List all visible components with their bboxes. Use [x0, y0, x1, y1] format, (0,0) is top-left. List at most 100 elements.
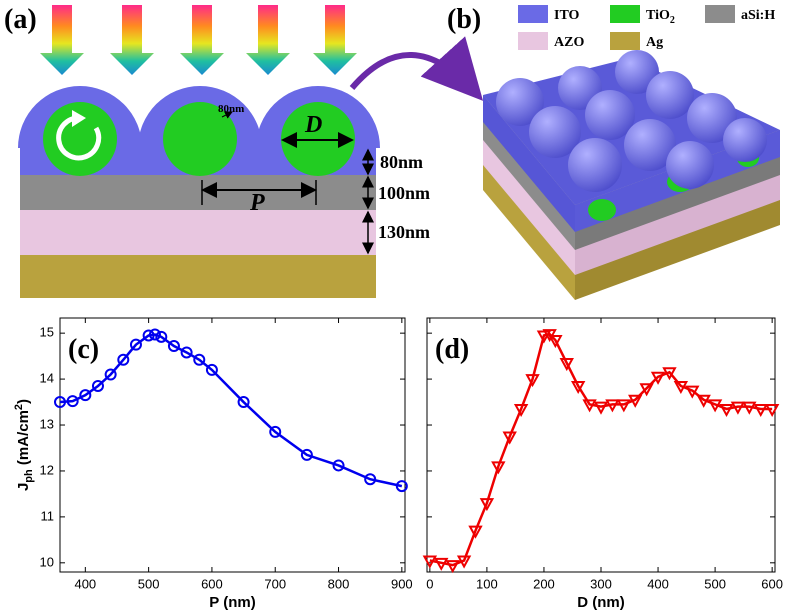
x-tick-label: 0	[426, 576, 433, 591]
data-point	[468, 525, 483, 539]
data-point	[434, 557, 449, 571]
data-point	[54, 396, 66, 409]
data-point	[548, 335, 563, 349]
legend-label: AZO	[554, 35, 584, 50]
panel-label: (d)	[435, 334, 469, 365]
tio2-sphere	[163, 102, 237, 176]
x-axis-label: D (nm)	[577, 594, 625, 611]
data-point	[129, 338, 142, 351]
data-point	[180, 346, 193, 359]
gap-label: 80nm	[218, 103, 244, 115]
x-tick-label: 600	[201, 576, 223, 591]
data-point	[559, 358, 574, 372]
x-tick-label: 200	[533, 576, 555, 591]
data-point	[707, 399, 723, 413]
data-point	[764, 403, 780, 418]
legend-text: AZO	[554, 35, 584, 50]
thickness-label: 130nm	[378, 222, 430, 242]
thickness-label: 100nm	[378, 183, 430, 203]
y-tick-label: 13	[40, 416, 54, 431]
y-axis-label: Jph (mA/cm2)	[13, 399, 35, 491]
data-point	[525, 374, 540, 388]
data-point	[364, 473, 377, 486]
legend-swatch	[518, 5, 548, 23]
data-point	[605, 399, 620, 413]
y-tick-label: 14	[40, 371, 54, 386]
data-point	[91, 379, 104, 392]
data-line	[59, 333, 403, 488]
data-point	[593, 401, 609, 415]
data-point	[269, 425, 282, 438]
data-point	[104, 368, 117, 381]
data-point	[628, 394, 643, 408]
y-label-main: J	[15, 483, 32, 491]
y-tick-label: 11	[41, 508, 55, 523]
panel-label: (a)	[4, 4, 37, 35]
data-point	[479, 498, 495, 512]
circulation-arrow	[56, 115, 102, 161]
x-tick-label: 900	[391, 576, 413, 591]
ag-layer	[20, 255, 376, 298]
data-point	[650, 371, 666, 385]
legend-swatch	[518, 32, 548, 50]
y-label-sup: 2	[13, 404, 25, 410]
tio2-sphere	[43, 102, 117, 176]
data-point	[696, 394, 711, 408]
data-point	[332, 459, 345, 472]
x-tick-label: 300	[590, 576, 612, 591]
x-tick-label: 400	[74, 576, 96, 591]
data-point	[616, 399, 632, 413]
azo-layer	[20, 210, 376, 255]
x-tick-label: 400	[647, 576, 669, 591]
panel-b: (b) ITO TiO2 aSi:H AZO Ag	[447, 4, 780, 300]
y-tick-label: 10	[40, 554, 54, 569]
panel-label: (b)	[447, 4, 481, 35]
legend-label: Ag	[646, 35, 663, 50]
data-point	[662, 367, 677, 381]
plot-frame	[426, 317, 776, 573]
light-arrows	[40, 5, 357, 75]
gap-arrow	[221, 111, 233, 119]
data-point	[639, 383, 654, 397]
data-point	[685, 385, 700, 399]
data-point	[673, 380, 689, 395]
data-line	[429, 332, 773, 567]
x-tick-label: 100	[476, 576, 498, 591]
data-point	[491, 461, 506, 475]
legend-label: TiO2	[646, 8, 675, 26]
period-label: P	[249, 190, 265, 216]
x-tick-label: 500	[138, 576, 160, 591]
legend-text: aSi:H	[741, 8, 775, 23]
data-point	[730, 401, 746, 415]
thickness-label: 80nm	[380, 152, 423, 172]
y-tick-label: 15	[40, 325, 54, 340]
data-point	[66, 395, 79, 408]
data-point	[142, 329, 155, 342]
legend: ITO TiO2 aSi:H AZO Ag	[518, 5, 775, 50]
legend-label: aSi:H	[741, 8, 775, 23]
data-point	[582, 399, 597, 413]
data-point	[117, 353, 130, 366]
y-label-unit: (mA/cm	[15, 410, 32, 469]
data-point	[167, 340, 180, 353]
data-point	[193, 353, 206, 366]
legend-swatch	[610, 32, 640, 50]
data-point	[79, 389, 92, 402]
x-tick-label: 600	[761, 576, 783, 591]
data-point	[395, 480, 408, 493]
x-axis-label: P (nm)	[209, 594, 255, 611]
y-tick-label: 12	[40, 462, 54, 477]
legend-text: TiO	[646, 8, 670, 23]
x-tick-label: 700	[264, 576, 286, 591]
data-point	[422, 555, 438, 569]
data-point	[502, 431, 517, 445]
asih-layer	[20, 175, 376, 210]
data-point	[742, 401, 757, 415]
data-point	[719, 403, 734, 418]
data-point	[237, 396, 250, 409]
legend-subscript: 2	[670, 15, 675, 26]
ito-domes-3d	[496, 50, 767, 192]
data-point	[155, 330, 168, 343]
